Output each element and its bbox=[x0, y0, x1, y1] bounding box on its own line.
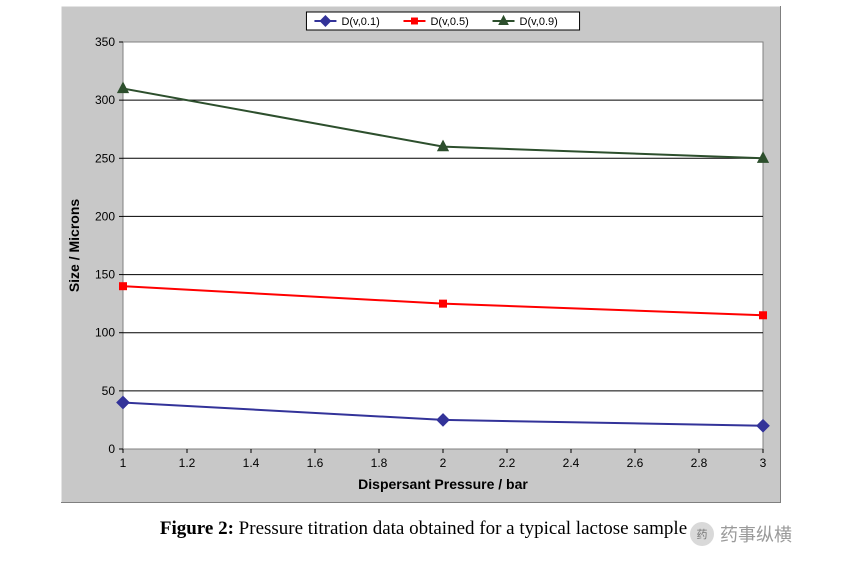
svg-text:200: 200 bbox=[95, 209, 115, 223]
svg-text:150: 150 bbox=[95, 268, 115, 282]
svg-text:2.4: 2.4 bbox=[563, 456, 580, 470]
watermark: 药 药事纵横 bbox=[690, 521, 792, 547]
svg-text:1.6: 1.6 bbox=[307, 456, 324, 470]
svg-text:D(v,0.1): D(v,0.1) bbox=[341, 16, 379, 28]
pressure-titration-chart: 0 50 100 150 200 250 300 350 1 1.2 1.4 1.6 1.8 2 2.2 2.… bbox=[61, 6, 781, 503]
svg-text:0: 0 bbox=[108, 442, 115, 456]
svg-text:3: 3 bbox=[760, 456, 767, 470]
svg-text:50: 50 bbox=[102, 384, 116, 398]
svg-text:300: 300 bbox=[95, 93, 115, 107]
svg-text:250: 250 bbox=[95, 151, 115, 165]
figure-caption-text: Pressure titration data obtained for a t… bbox=[234, 518, 687, 539]
svg-text:2: 2 bbox=[440, 456, 447, 470]
figure-caption-prefix: Figure 2: bbox=[160, 518, 234, 539]
svg-text:350: 350 bbox=[95, 35, 115, 49]
svg-text:1.8: 1.8 bbox=[371, 456, 388, 470]
svg-text:2.2: 2.2 bbox=[499, 456, 516, 470]
svg-text:1.4: 1.4 bbox=[243, 456, 260, 470]
legend: D(v,0.1) D(v,0.5) D(v,0.9) bbox=[306, 12, 579, 30]
svg-text:Size / Microns: Size / Microns bbox=[66, 199, 82, 293]
svg-text:1: 1 bbox=[120, 456, 127, 470]
watermark-text: 药事纵横 bbox=[720, 521, 792, 547]
svg-text:2.8: 2.8 bbox=[691, 456, 708, 470]
chart-svg: 0 50 100 150 200 250 300 350 1 1.2 1.4 1.6 1.8 2 2.2 2.… bbox=[61, 6, 781, 503]
svg-text:100: 100 bbox=[95, 326, 115, 340]
svg-text:D(v,0.5): D(v,0.5) bbox=[430, 16, 468, 28]
svg-text:1.2: 1.2 bbox=[179, 456, 196, 470]
svg-text:Dispersant Pressure / bar: Dispersant Pressure / bar bbox=[358, 476, 528, 492]
svg-text:D(v,0.9): D(v,0.9) bbox=[520, 16, 558, 28]
svg-text:2.6: 2.6 bbox=[627, 456, 644, 470]
watermark-logo-icon: 药 bbox=[690, 522, 714, 546]
